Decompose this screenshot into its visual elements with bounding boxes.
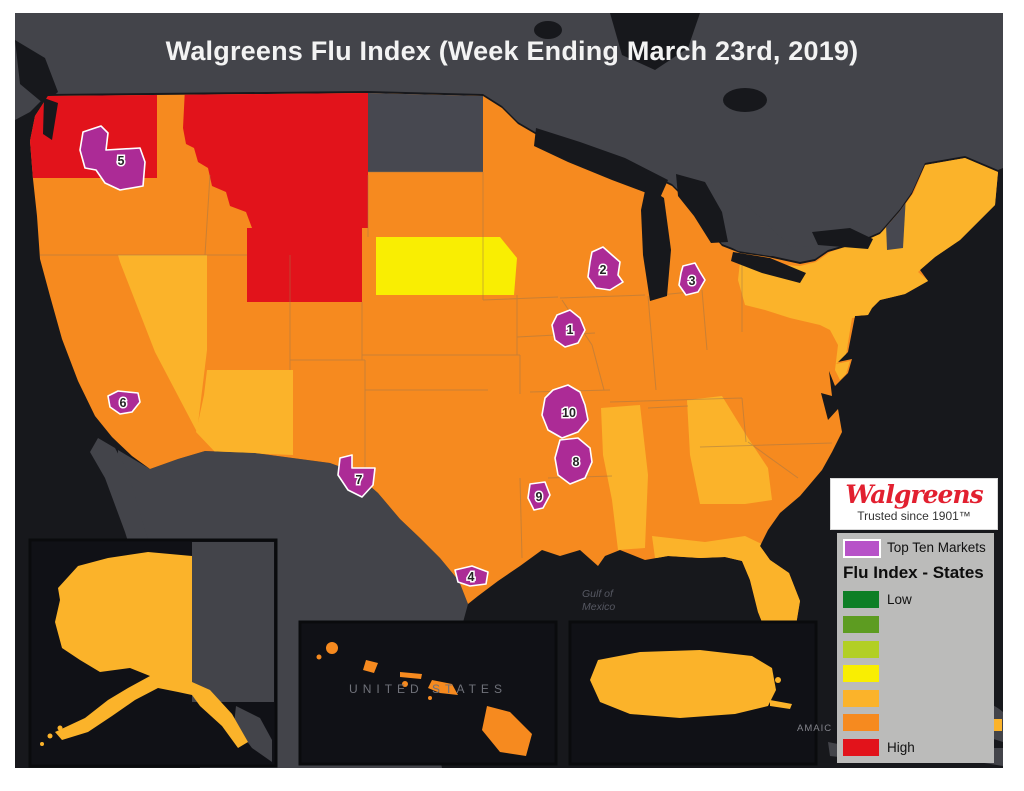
market-number-7: 7 <box>356 473 363 487</box>
legend-swatch-3 <box>843 641 879 658</box>
state-patch-arizona <box>196 370 293 455</box>
puerto-rico-inset <box>568 620 818 766</box>
market-region-10: 10 <box>541 384 589 439</box>
island-kauai <box>326 642 338 654</box>
island-dot <box>992 719 1002 731</box>
market-region-7: 7 <box>337 454 376 498</box>
hudson-bay <box>610 13 700 70</box>
market-number-2: 2 <box>600 263 607 277</box>
puget-sound <box>43 98 58 140</box>
state-patch-alaska <box>55 552 248 748</box>
united-states-label: UNITED STATES <box>349 682 507 696</box>
alaska-inset <box>28 538 278 768</box>
market-number-9: 9 <box>536 490 543 504</box>
map-title: Walgreens Flu Index (Week Ending March 2… <box>165 36 859 66</box>
state-patch-wyoming <box>247 228 362 302</box>
canada-landmass <box>15 13 1003 262</box>
state-patch-north-dakota <box>368 93 483 172</box>
market-region-8: 8 <box>554 437 593 485</box>
island-kahoolawe <box>428 696 432 700</box>
legend-box: Top Ten Markets Flu Index - States Low H… <box>837 533 994 763</box>
island-oahu <box>363 660 378 673</box>
state-patch-puerto-rico <box>590 650 776 718</box>
legend-swatch-5 <box>843 690 879 707</box>
island-molokai <box>400 672 422 679</box>
vancouver-island <box>15 40 58 104</box>
market-number-1: 1 <box>567 323 574 337</box>
legend-swatch-2 <box>843 616 879 633</box>
market-region-9: 9 <box>527 481 551 511</box>
legend-swatch-6 <box>843 714 879 731</box>
market-region-1: 1 <box>551 309 586 348</box>
market-region-2: 2 <box>587 246 624 291</box>
state-patch-mississippi <box>601 405 648 550</box>
market-number-4: 4 <box>468 570 475 584</box>
canada-lake2 <box>534 21 562 39</box>
lake-huron <box>676 174 728 243</box>
island-niihau <box>316 654 322 660</box>
gulf-of-mexico-label-line2: Mexico <box>582 601 615 613</box>
market-region-6: 6 <box>107 390 141 415</box>
alaska-archipelago-island <box>226 726 230 730</box>
island-maui <box>428 680 458 695</box>
legend-title: Flu Index - States <box>843 563 984 582</box>
market-region-3: 3 <box>678 262 706 296</box>
walgreens-wordmark: Walgreens <box>845 480 983 509</box>
market-region-4: 4 <box>454 565 489 587</box>
lake-superior <box>534 128 668 198</box>
aleutian-island <box>40 742 44 746</box>
legend-top-ten-label: Top Ten Markets <box>887 540 986 555</box>
legend-label-high: High <box>887 740 915 755</box>
market-region-5: 5 <box>79 125 146 191</box>
market-number-5: 5 <box>118 154 125 168</box>
island-vieques <box>770 700 792 709</box>
state-patch-georgia <box>687 396 772 504</box>
walgreens-tagline: Trusted since 1901™ <box>857 509 971 523</box>
state-patch-northeast <box>738 157 998 380</box>
alaska-archipelago-island <box>213 710 217 714</box>
legend-swatch-4 <box>843 665 879 682</box>
state-patch-nevada <box>118 255 207 432</box>
aleutian-island <box>47 733 53 739</box>
island-culebra <box>775 677 781 683</box>
lake-michigan <box>641 186 671 301</box>
state-patch-nebraska <box>376 237 517 295</box>
lake-erie <box>731 252 806 283</box>
walgreens-logo-box: Walgreens Trusted since 1901™ <box>830 478 998 530</box>
hawaii-inset: UNITED STATES <box>298 620 558 766</box>
market-number-3: 3 <box>689 274 696 288</box>
us-flu-map: 1 2 3 4 5 6 7 <box>15 13 1003 768</box>
legend-swatch-high <box>843 739 879 756</box>
alaska-inset-coast <box>234 706 272 762</box>
canada-ontario-peninsula <box>697 183 820 256</box>
legend-swatch-low <box>843 591 879 608</box>
legend-top-ten-swatch <box>843 539 881 558</box>
legend-label-low: Low <box>887 592 912 607</box>
map-frame: 1 2 3 4 5 6 7 <box>15 13 1003 768</box>
market-number-8: 8 <box>573 455 580 469</box>
gulf-of-mexico-label: Gulf of <box>582 588 614 600</box>
country-label-fragment: AMAIC <box>797 723 832 734</box>
alaska-inset-canada <box>192 542 274 702</box>
lake-ontario <box>812 228 873 249</box>
market-number-6: 6 <box>120 396 127 410</box>
market-number-10: 10 <box>562 406 576 420</box>
aleutian-island <box>57 725 63 731</box>
island-hawaii-big-island <box>482 706 532 756</box>
canada-lake <box>723 88 767 112</box>
state-patch-montana <box>183 93 368 228</box>
island-lanai <box>402 681 408 687</box>
